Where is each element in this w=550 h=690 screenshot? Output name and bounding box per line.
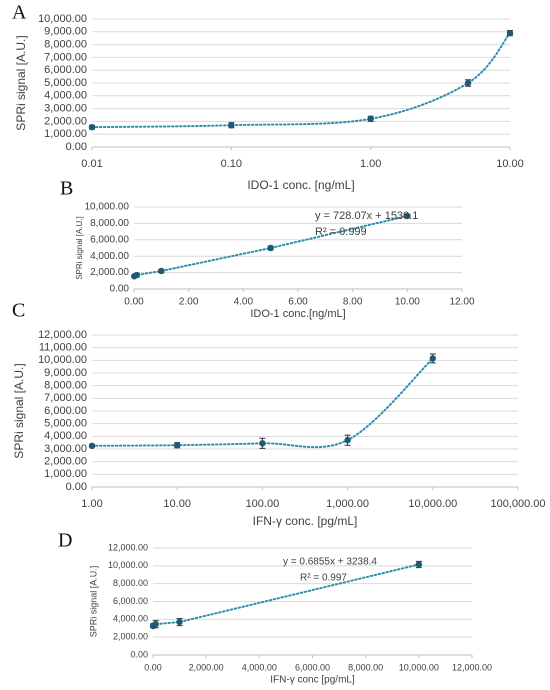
y-tick-label: 9,000.00 (44, 26, 87, 38)
y-tick-label: 12,000.00 (108, 542, 148, 552)
x-tick-label: 100,000.00 (490, 498, 545, 510)
y-tick-label: 1,000.00 (44, 128, 87, 140)
x-tick-label: 6,000.00 (295, 662, 330, 672)
x-tick-label: 10.00 (496, 158, 524, 170)
y-tick-label: 10,000.00 (38, 13, 87, 25)
data-point (228, 122, 235, 129)
y-tick-label: 6,000.00 (44, 64, 87, 76)
x-tick-label: 4.00 (234, 297, 254, 308)
trend-line (91, 357, 434, 449)
y-tick-label: 1,000.00 (44, 468, 87, 480)
x-tick-label: 1.00 (81, 498, 102, 510)
y-tick-label: 6,000.00 (90, 234, 129, 245)
y-tick-label: 2,000.00 (113, 632, 148, 642)
y-tick-label: 0.00 (66, 481, 87, 493)
y-tick-label: 6,000.00 (44, 405, 87, 417)
y-tick-label: 0.00 (66, 141, 87, 153)
x-tick-label: 0.00 (144, 662, 162, 672)
x-tick-label: 2.00 (179, 297, 199, 308)
x-tick-label: 10.00 (163, 498, 191, 510)
panel-label: D (58, 530, 72, 552)
y-tick-label: 4,000.00 (113, 614, 148, 624)
data-point (174, 442, 181, 449)
x-tick-label: 100.00 (246, 498, 280, 510)
x-axis-label: IDO-1 conc. [ng/mL] (247, 178, 354, 192)
data-point (415, 561, 423, 568)
data-point (133, 271, 140, 279)
x-tick-label: 10,000.00 (399, 662, 439, 672)
x-axis-label: IFN-γ conc. [pg/mL] (253, 514, 358, 528)
y-tick-label: 10,000.00 (108, 560, 148, 570)
annotation: y = 0.6855x + 3238.4 (283, 557, 377, 568)
y-axis-label: SPRi signal [A.U.] (14, 35, 28, 130)
y-tick-label: 8,000.00 (90, 218, 129, 229)
x-tick-label: 10,000.00 (408, 498, 457, 510)
y-tick-label: 7,000.00 (44, 392, 87, 404)
x-tick-label: 8,000.00 (348, 662, 383, 672)
x-tick-label: 4,000.00 (242, 662, 277, 672)
y-tick-label: 8,000.00 (44, 39, 87, 51)
data-point (429, 355, 436, 362)
y-axis-label: SPRi signal [A.U.] (75, 216, 84, 280)
y-tick-label: 8,000.00 (113, 578, 148, 588)
trend-line (91, 32, 511, 129)
y-tick-label: 2,000.00 (44, 115, 87, 127)
data-point (506, 29, 514, 37)
y-tick-label: 3,000.00 (44, 443, 87, 455)
data-point (259, 440, 266, 447)
y-tick-label: 6,000.00 (113, 596, 148, 606)
annotation: R² = 0.999 (315, 226, 367, 238)
data-point (404, 212, 411, 220)
y-tick-label: 4,000.00 (44, 430, 87, 442)
data-point (267, 244, 274, 252)
x-tick-label: 0.00 (124, 297, 144, 308)
x-tick-label: 12.00 (449, 297, 474, 308)
y-tick-label: 10,000.00 (38, 354, 87, 366)
x-tick-label: 6.00 (288, 297, 308, 308)
y-tick-label: 7,000.00 (44, 51, 87, 63)
y-tick-label: 2,000.00 (44, 456, 87, 468)
trend-line (152, 563, 420, 628)
x-tick-label: 12,000.00 (452, 662, 492, 672)
y-tick-label: 11,000.00 (39, 342, 87, 354)
y-tick-label: 4,000.00 (44, 90, 87, 102)
x-tick-label: 2,000.00 (189, 662, 224, 672)
y-tick-label: 9,000.00 (44, 367, 87, 379)
y-tick-label: 8,000.00 (44, 380, 87, 392)
annotation: y = 728.07x + 1530.1 (315, 210, 418, 222)
x-tick-label: 1,000.00 (326, 498, 369, 510)
data-point (88, 123, 96, 131)
y-tick-label: 4,000.00 (90, 251, 129, 262)
y-axis-label: SPRi signal [A.U.] (12, 363, 26, 458)
x-axis-label: IFN-γ conc [pg/mL] (270, 675, 355, 686)
x-tick-label: 0.10 (221, 158, 242, 170)
panel-label: B (60, 178, 73, 200)
y-tick-label: 5,000.00 (44, 418, 87, 430)
y-tick-label: 0.00 (110, 284, 130, 295)
data-point (464, 79, 472, 87)
annotation: R² = 0.997 (300, 573, 347, 584)
y-tick-label: 12,000.00 (38, 329, 87, 341)
data-point (158, 267, 165, 275)
data-point (176, 618, 183, 626)
data-point (367, 115, 374, 123)
y-tick-label: 5,000.00 (44, 77, 87, 89)
y-tick-label: 3,000.00 (44, 103, 87, 115)
data-point (88, 442, 96, 450)
panel-label: A (12, 2, 27, 24)
x-axis-label: IDO-1 conc.[ng/mL] (250, 308, 345, 320)
y-tick-label: 0.00 (130, 649, 148, 659)
x-tick-label: 10.00 (395, 297, 420, 308)
data-point (152, 621, 159, 628)
y-tick-label: 2,000.00 (90, 267, 129, 278)
x-tick-label: 1.00 (360, 158, 381, 170)
y-tick-label: 10,000.00 (85, 202, 130, 213)
y-axis-label: SPRi signal [A.U.] (88, 566, 98, 638)
x-tick-label: 8.00 (343, 297, 363, 308)
data-point (344, 436, 351, 444)
x-tick-label: 0.01 (81, 158, 102, 170)
panel-label: C (12, 300, 25, 322)
